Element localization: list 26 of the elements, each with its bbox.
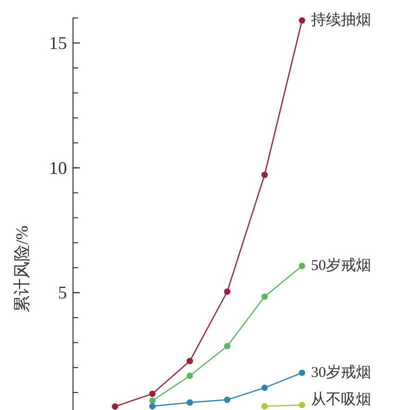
series-label: 50岁戒烟 [311,256,371,274]
y-tick-label: 5 [58,282,67,303]
point [186,399,193,406]
point [186,372,193,379]
point [298,17,306,24]
point [298,262,306,270]
point [298,370,306,376]
y-axis-title: 累计风险/% [12,226,32,312]
y-tick-label: 10 [49,158,67,178]
point [186,358,193,364]
point [112,403,118,410]
point [298,402,306,408]
series-label: 30岁戒烟 [311,364,371,381]
point [261,384,268,391]
point [224,288,230,295]
y-tick-label: 15 [49,32,67,53]
point [149,390,156,397]
series-label: 持续抽烟 [311,11,371,28]
point [149,403,156,410]
series-label: 从不吸烟 [311,391,371,408]
point [224,396,230,403]
point [261,403,268,410]
point [224,342,230,350]
point [261,293,268,300]
point [149,398,156,404]
point [261,172,268,178]
